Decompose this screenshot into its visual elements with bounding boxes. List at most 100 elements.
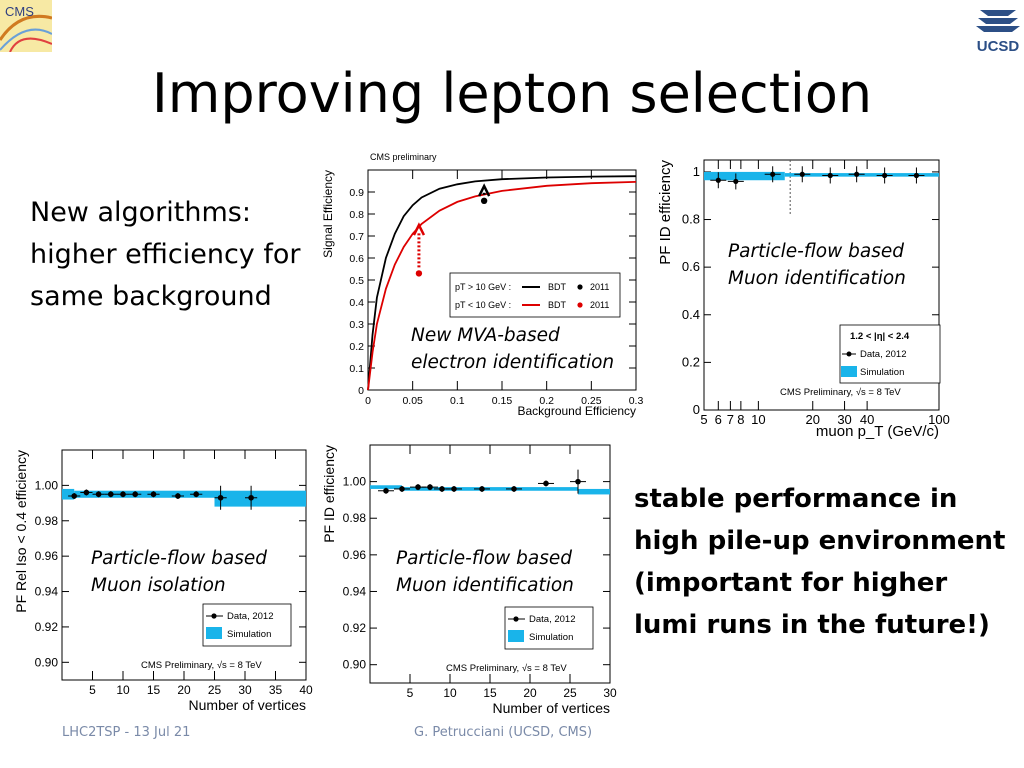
data-point: [71, 493, 77, 499]
legend-label: pT < 10 GeV :: [455, 300, 511, 310]
legend-swatch: [508, 630, 524, 642]
data-point: [770, 171, 776, 177]
y-axis-label: Signal Efficiency: [321, 170, 335, 258]
y-tick-label: 0.5: [349, 275, 364, 287]
right-text-line: high pile-up environment: [634, 526, 1006, 556]
electron-roc-svg: CMS preliminary 0 0.1 0.2 0.3 0.4 0.5 0.6 0.7 0.8…: [321, 152, 643, 418]
data-point: [95, 491, 102, 498]
legend-marker: [846, 351, 852, 357]
data-point: [175, 493, 181, 499]
x-tick-label: 100: [928, 412, 950, 427]
y-axis-label: PF ID efficiency: [657, 160, 674, 265]
arrow-head: [412, 222, 426, 236]
caption-line: Particle-flow based: [728, 241, 904, 262]
data-point: [108, 491, 114, 498]
y-tick-label: 0.96: [343, 548, 367, 562]
cms-logo-text: CMS: [5, 4, 34, 19]
electron-roc-caption: New MVA-based electron identification: [411, 322, 614, 376]
x-tick-label: 15: [147, 683, 161, 697]
data-point: [479, 486, 485, 492]
y-tick-label: 0.90: [35, 655, 59, 669]
y-tick-label: 0.4: [682, 307, 700, 322]
legend-label: Simulation: [227, 629, 271, 640]
x-tick-label: 0.25: [581, 395, 602, 407]
legend-header: 1.2 < |η| < 2.4: [850, 331, 910, 342]
y-tick-label: 0.94: [343, 584, 367, 598]
x-tick-label: 40: [860, 412, 874, 427]
data-point: [882, 172, 888, 179]
muon-id-pt-chart: 0 0.2 0.4 0.6 0.8 1 5 6 7 8 10 20 30 40 100 muon p_T (G…: [654, 155, 956, 445]
legend-label: Data, 2012: [227, 611, 273, 622]
muon-id-vtx-chart: 0.90 0.92 0.94 0.96 0.98 1.00 5 10 15 20 25 30 Numbe…: [318, 440, 622, 718]
x-tick-label: 0: [365, 395, 371, 407]
y-tick-label: 0.4: [349, 297, 364, 309]
legend-label: Simulation: [860, 367, 904, 378]
x-tick-label: 20: [806, 412, 820, 427]
legend-swatch: [206, 627, 222, 639]
slide-title: Improving lepton selection: [151, 62, 873, 125]
x-tick-label: 20: [177, 683, 191, 697]
muon-iso-chart: 0.90 0.92 0.94 0.96 0.98 1.00 5 10 15 20 25 30 35 40 N…: [10, 440, 316, 726]
cms-note: CMS Preliminary, √s = 8 TeV: [141, 660, 262, 671]
y-tick-label: 0.96: [35, 549, 59, 563]
data-point: [439, 486, 445, 492]
left-text-line: higher efficiency for: [30, 239, 301, 270]
x-tick-label: 30: [837, 412, 851, 427]
x-tick-label: 0.05: [402, 395, 423, 407]
y-tick-label: 0.6: [349, 253, 364, 265]
x-tick-label: 15: [483, 686, 497, 700]
ucsd-logo: UCSD: [972, 4, 1024, 56]
y-tick-label: 1.00: [343, 475, 367, 489]
x-tick-label: 25: [563, 686, 577, 700]
right-text-line: lumi runs in the future!): [634, 610, 990, 640]
simulation-band: [578, 488, 610, 495]
legend: 1.2 < |η| < 2.4 Data, 2012 Simulation: [839, 324, 941, 384]
data-point: [83, 489, 90, 496]
y-tick-label: 0.98: [35, 514, 59, 528]
y-tick-label: 1.00: [35, 478, 59, 492]
muon-id-vtx-caption: Particle-flow based Muon identification: [396, 545, 574, 599]
legend-label: Data, 2012: [529, 614, 575, 625]
y-tick-label: 0.2: [349, 341, 364, 353]
data-point: [543, 480, 549, 487]
legend-label: Data, 2012: [860, 349, 906, 360]
caption-line: Muon isolation: [91, 575, 226, 596]
left-text-line: New algorithms:: [30, 197, 251, 228]
x-tick-label: 20: [523, 686, 537, 700]
data-point: [399, 486, 405, 492]
data-point: [799, 171, 805, 177]
x-tick-label: 10: [116, 683, 130, 697]
muon-id-vtx-svg: 0.90 0.92 0.94 0.96 0.98 1.00 5 10 15 20 25 30Numbe…: [321, 444, 617, 716]
caption-line: Particle-flow based: [396, 548, 572, 569]
data-point: [415, 270, 423, 277]
y-tick-label: 0: [358, 385, 364, 397]
x-tick-label: 25: [208, 683, 222, 697]
legend-marker: [513, 616, 519, 622]
data-point: [827, 172, 833, 179]
series-line: [367, 175, 637, 391]
muon-id-pt-caption: Particle-flow based Muon identification: [728, 238, 906, 292]
y-tick-label: 0.3: [349, 319, 364, 331]
y-tick-label: 0.6: [682, 259, 700, 274]
x-tick-label: 40: [299, 683, 313, 697]
caption-line: electron identification: [411, 352, 615, 373]
data-point: [511, 486, 517, 492]
x-tick-label: 30: [238, 683, 252, 697]
legend-swatch: [841, 366, 857, 377]
data-point: [451, 486, 457, 492]
legend: Data, 2012 Simulation: [202, 603, 292, 647]
legend: Data, 2012 Simulation: [504, 606, 594, 650]
legend-line-label: BDT: [548, 282, 567, 292]
simulation-band: [74, 490, 215, 498]
x-tick-label: 5: [89, 683, 96, 697]
data-point: [383, 487, 389, 494]
x-tick-label: 6: [715, 412, 722, 427]
x-tick-label: 0.2: [539, 395, 554, 407]
legend-line-label: BDT: [548, 300, 567, 310]
data-point: [415, 484, 421, 490]
data-point: [427, 484, 433, 490]
y-tick-label: 0.8: [682, 212, 700, 227]
series-line: [367, 181, 637, 391]
data-point: [193, 491, 199, 498]
